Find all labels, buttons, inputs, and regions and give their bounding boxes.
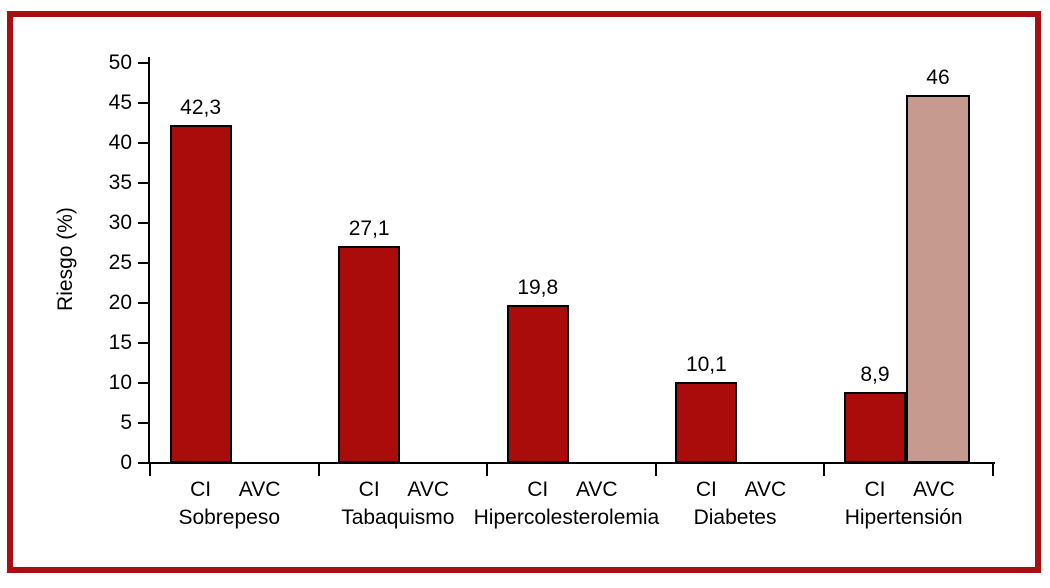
sublabel-ci-diabetes: CI: [695, 478, 717, 501]
sublabel-ci-hipertension: CI: [864, 478, 886, 501]
y-tick-label: 0: [120, 451, 132, 474]
category-label-sobrepeso: Sobrepeso: [178, 506, 281, 529]
y-tick-label: 5: [120, 411, 132, 434]
sublabel-ci-tabaquismo: CI: [358, 478, 380, 501]
y-tick: [138, 182, 150, 184]
y-tick: [138, 262, 150, 264]
y-tick-label: 40: [108, 131, 132, 154]
y-tick-label: 25: [108, 251, 132, 274]
figure-frame: [7, 11, 1041, 573]
bar-ci-hipercolesterolemia: [506, 304, 569, 463]
bar-value-label: 8,9: [860, 362, 890, 386]
bar-value-label: 42,3: [180, 95, 222, 119]
y-tick: [138, 342, 150, 344]
x-tick: [486, 463, 489, 476]
y-tick-label: 30: [108, 211, 132, 234]
x-tick: [992, 463, 994, 476]
sublabel-avc-hipertension: AVC: [913, 478, 955, 501]
sublabel-ci-hipercolesterolemia: CI: [527, 478, 549, 501]
bar-ci-sobrepeso: [169, 124, 232, 463]
sublabel-ci-sobrepeso: CI: [190, 478, 212, 501]
x-tick: [149, 463, 151, 476]
y-tick-label: 20: [108, 291, 132, 314]
bar-value-label: 19,8: [517, 275, 559, 299]
y-tick: [138, 142, 150, 144]
y-tick: [138, 422, 150, 424]
y-tick: [138, 382, 150, 384]
sublabel-avc-tabaquismo: AVC: [407, 478, 449, 501]
category-label-tabaquismo: Tabaquismo: [341, 506, 455, 529]
y-tick-label: 15: [108, 331, 132, 354]
x-tick: [317, 463, 320, 476]
y-tick: [138, 62, 150, 64]
sublabel-avc-diabetes: AVC: [744, 478, 787, 501]
bar-ci-tabaquismo: [338, 246, 401, 463]
y-tick: [138, 462, 150, 464]
bar-value-label: 27,1: [348, 217, 390, 241]
category-label-hipertension: Hipertensión: [844, 506, 963, 529]
y-tick-label: 45: [108, 91, 132, 114]
y-tick: [138, 102, 150, 104]
sublabel-avc-sobrepeso: AVC: [238, 478, 281, 501]
bar-ci-diabetes: [675, 382, 738, 463]
bar-ci-hipertension: [843, 391, 906, 463]
y-axis-label: Riesgo (%): [54, 207, 77, 311]
x-tick: [823, 463, 826, 476]
y-tick: [138, 222, 150, 224]
sublabel-avc-hipercolesterolemia: AVC: [575, 478, 618, 501]
y-tick: [138, 302, 150, 304]
y-axis-line: [148, 57, 150, 464]
bar-avc-hipertension: [905, 95, 970, 463]
bar-value-label: 10,1: [685, 353, 727, 377]
category-label-hipercolesterolemia: Hipercolesterolemia: [473, 506, 660, 529]
y-tick-label: 10: [108, 371, 132, 394]
bar-value-label: 46: [926, 66, 950, 89]
x-axis-line: [148, 462, 995, 464]
x-tick: [654, 463, 657, 476]
y-tick-label: 50: [108, 51, 132, 74]
y-tick-label: 35: [108, 171, 132, 194]
category-label-diabetes: Diabetes: [693, 506, 777, 529]
